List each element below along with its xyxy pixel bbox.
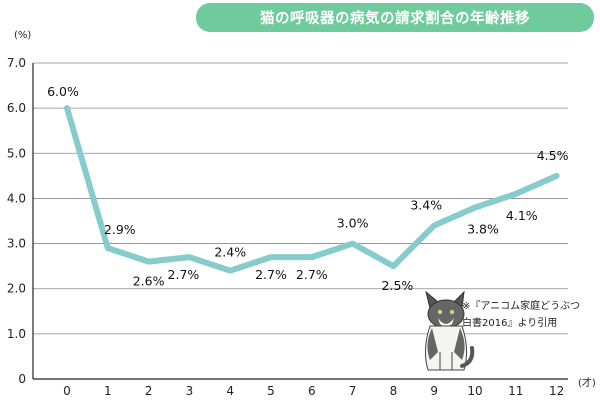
x-tick-label: 5 xyxy=(267,384,275,398)
data-labels: 6.0%2.9%2.6% 2.7%2.4%2.7% 2.7%3.0%2.5%3.4%… xyxy=(47,84,568,293)
data-label: 6.0% xyxy=(47,84,79,99)
data-label: 2.9% xyxy=(104,222,136,237)
data-label: 3.0% xyxy=(337,216,369,231)
chart-title: 猫の呼吸器の病気の請求割合の年齢推移 xyxy=(260,9,530,27)
x-tick-label: 9 xyxy=(430,384,438,398)
data-label: 3.8% xyxy=(467,221,499,236)
cat-illustration-icon xyxy=(424,290,475,371)
x-axis-ticks: 0 1 2 3 4 5 6 7 8 9 10 11 12 xyxy=(63,384,564,398)
data-label: 2.7% xyxy=(255,267,287,282)
x-tick-label: 12 xyxy=(549,384,564,398)
y-tick-label: 7.0 xyxy=(7,56,26,70)
x-tick-label: 2 xyxy=(145,384,153,398)
data-label: 4.1% xyxy=(506,208,538,223)
data-label: 2.4% xyxy=(214,245,246,260)
x-tick-label: 3 xyxy=(186,384,194,398)
series-line xyxy=(64,105,560,274)
y-axis-ticks: 0 1.0 2.0 3.0 4.0 5.0 6.0 7.0 xyxy=(7,56,26,386)
data-label: 3.4% xyxy=(410,198,442,213)
series-line-group xyxy=(64,105,560,274)
y-tick-label: 2.0 xyxy=(7,282,26,296)
source-note-line-1: ※『アニコム家庭どうぶつ xyxy=(462,299,580,312)
x-tick-label: 4 xyxy=(226,384,234,398)
x-tick-label: 0 xyxy=(63,384,71,398)
data-label: 2.7% xyxy=(168,267,200,282)
y-tick-label: 5.0 xyxy=(7,146,26,160)
y-tick-label: 4.0 xyxy=(7,191,26,205)
y-tick-label: 6.0 xyxy=(7,101,26,115)
y-axis-unit: (%) xyxy=(14,30,31,41)
y-tick-label: 1.0 xyxy=(7,327,26,341)
data-label: 2.5% xyxy=(382,278,414,293)
x-axis-unit: (才) xyxy=(578,376,596,389)
y-tick-label: 3.0 xyxy=(7,237,26,251)
y-tick-label: 0 xyxy=(18,372,26,386)
x-tick-label: 7 xyxy=(349,384,357,398)
x-tick-label: 6 xyxy=(308,384,316,398)
x-tick-label: 11 xyxy=(508,384,523,398)
chart-title-banner: 猫の呼吸器の病気の請求割合の年齢推移 xyxy=(196,3,594,32)
data-label: 4.5% xyxy=(537,148,569,163)
data-label: 2.7% xyxy=(296,267,328,282)
gridlines xyxy=(32,62,568,380)
x-tick-label: 10 xyxy=(467,384,482,398)
x-tick-label: 8 xyxy=(390,384,398,398)
source-note-line-2: 白書2016』より引用 xyxy=(462,316,557,329)
data-label: 2.6% xyxy=(133,274,165,289)
x-tick-label: 1 xyxy=(104,384,112,398)
title-background xyxy=(196,3,594,32)
